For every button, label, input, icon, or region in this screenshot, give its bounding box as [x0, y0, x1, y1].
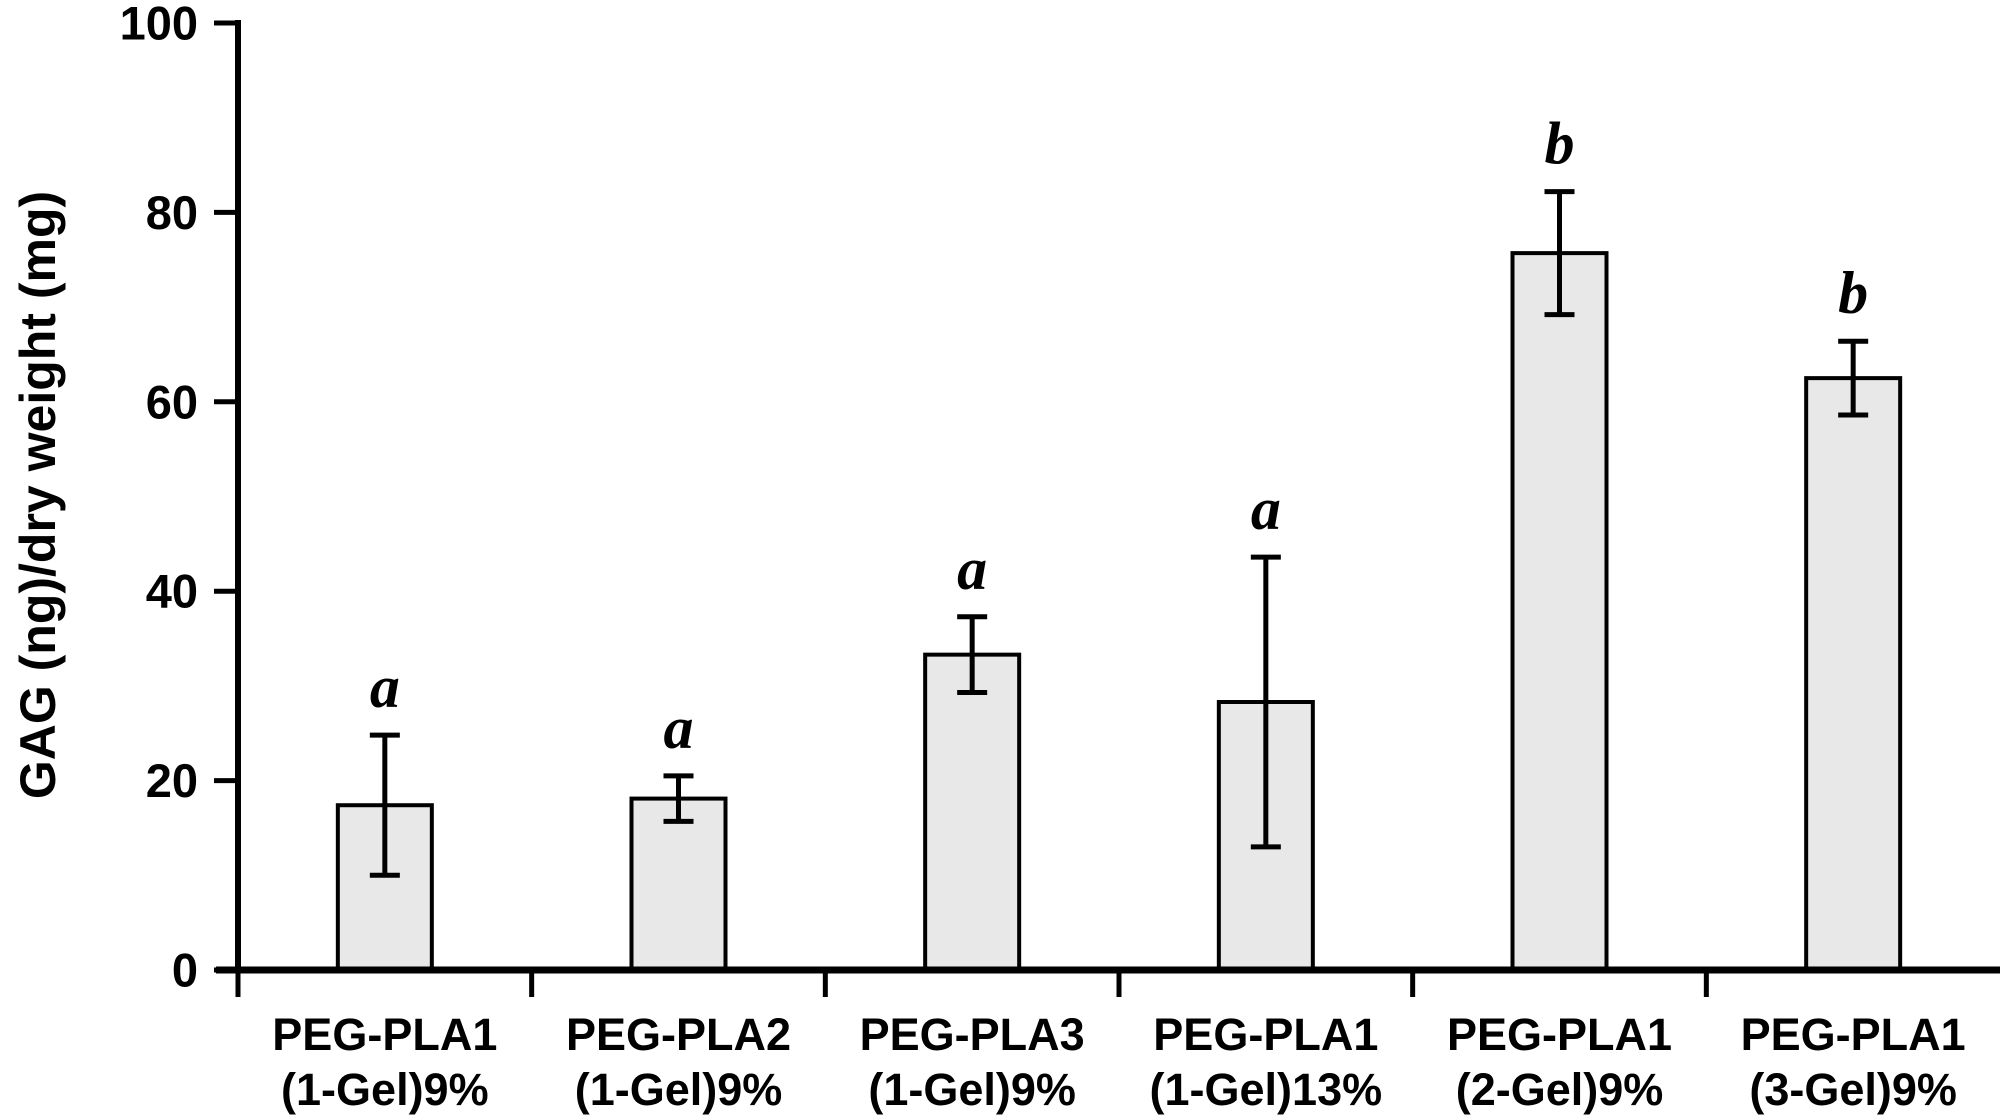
category-label-line2: (1-Gel)9%: [575, 1064, 783, 1115]
y-tick-label: 20: [146, 754, 198, 807]
chart-content: aPEG-PLA1(1-Gel)9%aPEG-PLA2(1-Gel)9%aPEG…: [120, 0, 2000, 1115]
category-label-line2: (2-Gel)9%: [1456, 1064, 1664, 1115]
category-label-line2: (3-Gel)9%: [1749, 1064, 1957, 1115]
category-label-line2: (1-Gel)9%: [281, 1064, 489, 1115]
y-tick-label: 60: [146, 375, 198, 428]
category-label-line1: PEG-PLA3: [860, 1009, 1085, 1060]
significance-letter: a: [664, 695, 694, 761]
category-label-line1: PEG-PLA2: [566, 1009, 791, 1060]
significance-letter: b: [1838, 260, 1868, 326]
significance-letter: a: [957, 536, 987, 602]
bar: [1804, 376, 1903, 972]
category-label-line2: (1-Gel)13%: [1150, 1064, 1383, 1115]
significance-letter: b: [1545, 111, 1575, 177]
bar: [1510, 251, 1609, 973]
category-label-line2: (1-Gel)9%: [868, 1064, 1076, 1115]
y-tick-label: 0: [172, 944, 198, 997]
category-label-line1: PEG-PLA1: [1153, 1009, 1378, 1060]
y-tick-label: 40: [146, 565, 198, 618]
y-tick-label: 100: [120, 0, 198, 50]
bar: [629, 796, 728, 973]
category-label-line1: PEG-PLA1: [1447, 1009, 1672, 1060]
y-axis-label: GAG (ng)/dry weight (mg): [10, 191, 66, 799]
category-label-line1: PEG-PLA1: [1741, 1009, 1966, 1060]
category-label-line1: PEG-PLA1: [272, 1009, 497, 1060]
y-tick-label: 80: [146, 186, 198, 239]
significance-letter: a: [370, 654, 400, 720]
significance-letter: a: [1251, 476, 1281, 542]
bar: [923, 652, 1022, 972]
